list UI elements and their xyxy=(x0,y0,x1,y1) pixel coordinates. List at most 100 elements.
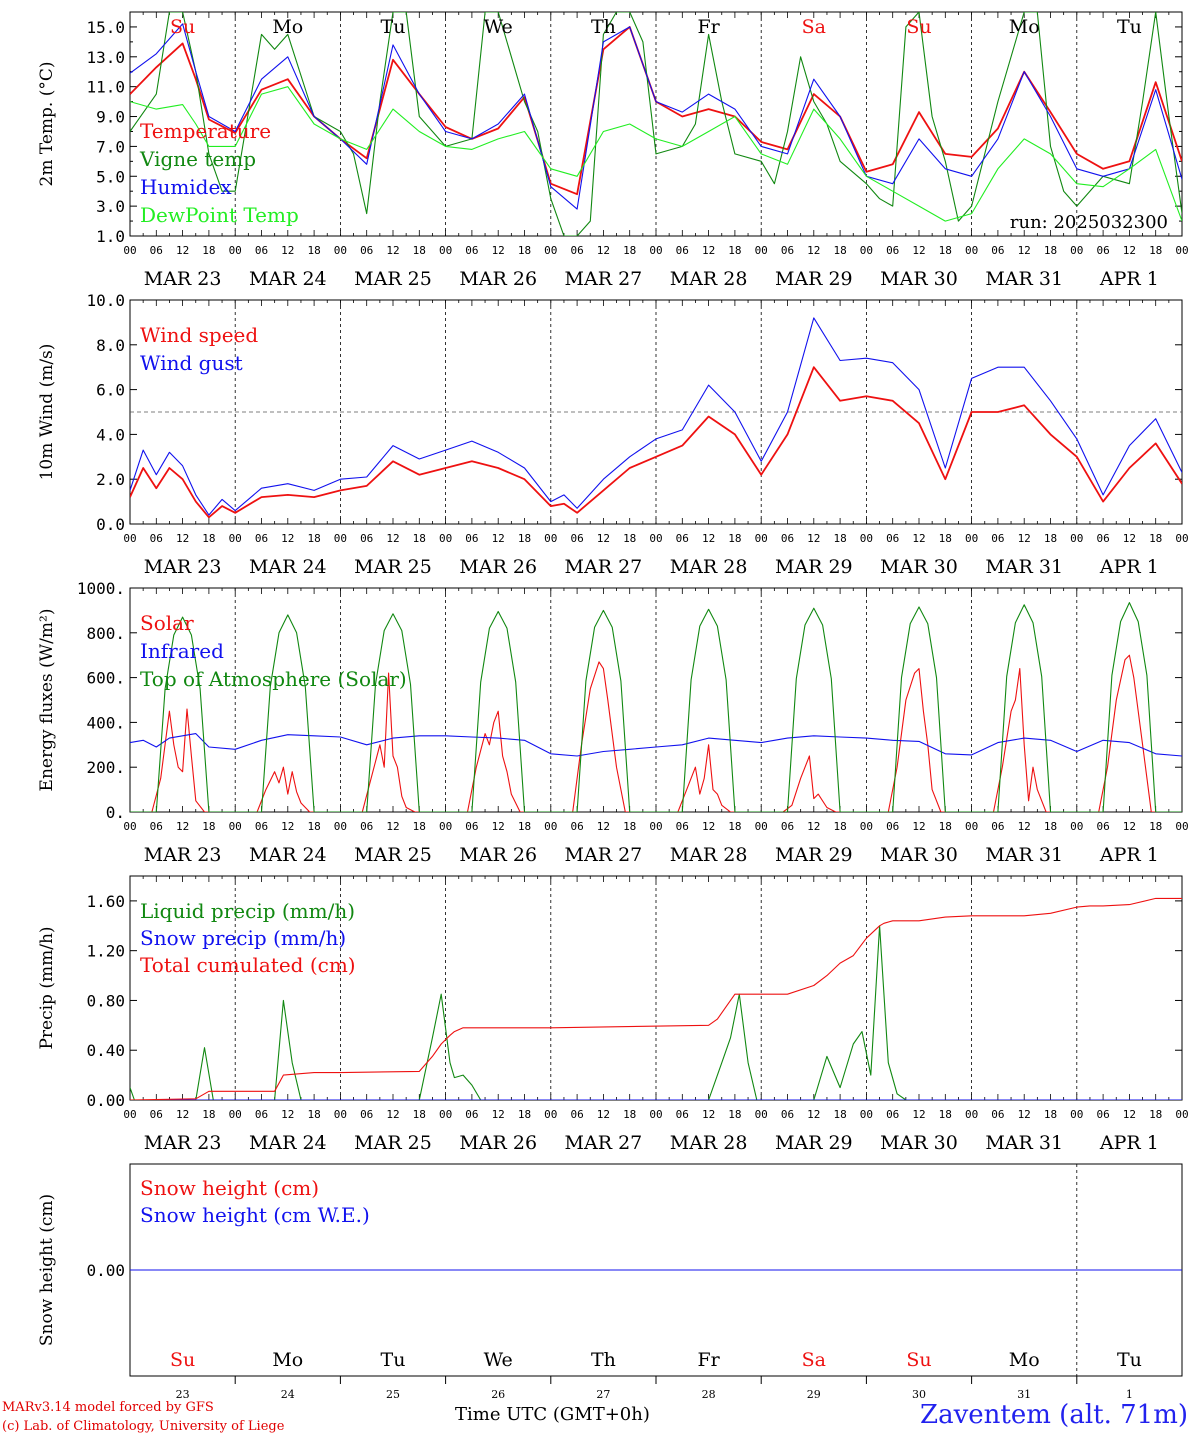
day-abbrev: Tu xyxy=(1117,16,1142,38)
hour-tick-label: 06 xyxy=(570,1108,583,1121)
hour-tick-label: 18 xyxy=(939,820,952,833)
hour-tick-label: 00 xyxy=(123,532,136,545)
hour-tick-label: 12 xyxy=(597,820,610,833)
y-tick-label: 400. xyxy=(86,713,125,732)
hour-tick-label: 12 xyxy=(492,532,505,545)
legend-entry: Top of Atmosphere (Solar) xyxy=(140,667,407,691)
y-axis-label: Energy fluxes (W/m²) xyxy=(37,609,57,792)
hour-tick-label: 00 xyxy=(649,244,662,257)
hour-tick-label: 18 xyxy=(1149,532,1162,545)
y-tick-label: 8.0 xyxy=(96,336,125,355)
hour-tick-label: 00 xyxy=(439,1108,452,1121)
panel-1: 00 06 12 18 00 06 12 18 00 06 12 18 00 06 12 18 00 06 12 18… xyxy=(37,11,1189,290)
hour-tick-label: 00 xyxy=(334,532,347,545)
legend-entry: Snow height (cm W.E.) xyxy=(140,1203,370,1227)
date-label: MAR 28 xyxy=(670,1132,748,1154)
hour-tick-label: 12 xyxy=(1123,1108,1136,1121)
hour-tick-label: 00 xyxy=(123,820,136,833)
y-tick-label: 2.0 xyxy=(96,470,125,489)
hour-tick-label: 06 xyxy=(570,244,583,257)
hour-tick-label: 00 xyxy=(1070,244,1083,257)
y-axis-label: 10m Wind (m/s) xyxy=(37,344,57,481)
hour-tick-label: 12 xyxy=(702,532,715,545)
hour-tick-label: 06 xyxy=(991,244,1004,257)
hour-tick-label: 18 xyxy=(518,1108,531,1121)
date-label: MAR 26 xyxy=(459,844,537,866)
hour-tick-label: 12 xyxy=(281,532,294,545)
hour-tick-label: 18 xyxy=(833,1108,846,1121)
hour-tick-label: 12 xyxy=(492,820,505,833)
legend-entry: DewPoint Temp xyxy=(140,203,299,227)
hour-tick-label: 00 xyxy=(860,1108,873,1121)
hour-tick-label: 12 xyxy=(1018,820,1031,833)
date-label: MAR 30 xyxy=(880,556,958,578)
date-label: MAR 24 xyxy=(249,844,327,866)
date-label: APR 1 xyxy=(1099,556,1159,578)
hour-tick-label: 18 xyxy=(728,820,741,833)
hour-tick-label: 00 xyxy=(649,820,662,833)
y-tick-label: 1000. xyxy=(77,579,125,598)
hour-tick-label: 12 xyxy=(807,820,820,833)
date-label: APR 1 xyxy=(1099,844,1159,866)
hour-tick-label: 00 xyxy=(1070,532,1083,545)
hour-tick-label: 18 xyxy=(202,820,215,833)
panel-4: 00 06 12 18 00 06 12 18 00 06 12 18 00 06 12 18 00 06 12 18… xyxy=(37,875,1189,1154)
hour-tick-label: 06 xyxy=(781,532,794,545)
hour-tick-label: 18 xyxy=(413,244,426,257)
hour-tick-label: 18 xyxy=(833,820,846,833)
y-tick-label: 5.0 xyxy=(96,167,125,186)
date-label: MAR 27 xyxy=(565,844,643,866)
y-axis-label: Precip (mm/h) xyxy=(37,926,57,1049)
day-number: 24 xyxy=(281,1388,295,1401)
hour-tick-label: 00 xyxy=(860,532,873,545)
hour-tick-label: 00 xyxy=(544,244,557,257)
date-label: MAR 30 xyxy=(880,268,958,290)
hour-tick-label: 12 xyxy=(1018,244,1031,257)
day-abbrev: Mo xyxy=(1009,1349,1040,1371)
date-label: MAR 28 xyxy=(670,556,748,578)
time-axis-label: Time UTC (GMT+0h) xyxy=(455,1404,650,1425)
hour-tick-label: 06 xyxy=(465,820,478,833)
hour-tick-label: 00 xyxy=(439,532,452,545)
legend-entry: Infrared xyxy=(140,639,224,663)
hour-tick-label: 06 xyxy=(150,820,163,833)
date-label: MAR 28 xyxy=(670,844,748,866)
hour-tick-label: 12 xyxy=(912,532,925,545)
hour-tick-label: 00 xyxy=(334,820,347,833)
day-abbrev: Su xyxy=(906,16,931,38)
hour-tick-label: 12 xyxy=(912,244,925,257)
hour-tick-label: 12 xyxy=(597,532,610,545)
hour-tick-label: 18 xyxy=(833,244,846,257)
hour-tick-label: 06 xyxy=(150,532,163,545)
hour-tick-label: 06 xyxy=(676,820,689,833)
y-tick-label: 600. xyxy=(86,669,125,688)
date-label: MAR 26 xyxy=(459,1132,537,1154)
day-abbrev: Fr xyxy=(697,1349,720,1371)
hour-tick-label: 00 xyxy=(965,244,978,257)
y-tick-label: 10.0 xyxy=(86,291,125,310)
y-tick-label: 0.00 xyxy=(86,1261,125,1280)
date-label: MAR 29 xyxy=(775,268,853,290)
y-tick-label: 6.0 xyxy=(96,381,125,400)
hour-tick-label: 00 xyxy=(1070,1108,1083,1121)
hour-tick-label: 12 xyxy=(597,1108,610,1121)
hour-tick-label: 18 xyxy=(518,820,531,833)
hour-tick-label: 12 xyxy=(1018,1108,1031,1121)
hour-tick-label: 12 xyxy=(281,820,294,833)
hour-tick-label: 12 xyxy=(597,244,610,257)
series-group xyxy=(130,317,1182,519)
hour-tick-label: 18 xyxy=(939,244,952,257)
hour-tick-label: 06 xyxy=(676,532,689,545)
day-abbrev: Mo xyxy=(1009,16,1040,38)
y-tick-label: 11.0 xyxy=(86,78,125,97)
hour-tick-label: 06 xyxy=(255,532,268,545)
hour-tick-label: 18 xyxy=(623,820,636,833)
date-label: MAR 24 xyxy=(249,268,327,290)
hour-tick-label: 12 xyxy=(702,244,715,257)
hour-tick-label: 06 xyxy=(676,244,689,257)
hour-tick-label: 06 xyxy=(150,244,163,257)
y-tick-label: 9.0 xyxy=(96,108,125,127)
hour-tick-label: 00 xyxy=(860,820,873,833)
hour-tick-label: 00 xyxy=(334,1108,347,1121)
hour-tick-label: 18 xyxy=(623,1108,636,1121)
